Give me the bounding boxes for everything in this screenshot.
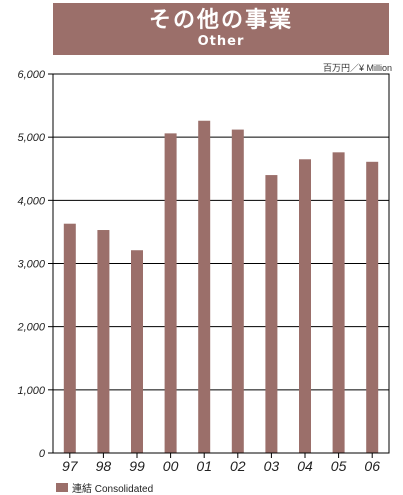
y-tick-label: 1,000 — [17, 385, 45, 397]
bar — [332, 152, 345, 453]
bar — [231, 129, 244, 453]
chart-title: その他の事業 — [148, 8, 293, 33]
bar — [299, 159, 311, 453]
x-tick-label: 02 — [230, 458, 246, 474]
y-tick-label: 5,000 — [17, 132, 45, 144]
x-tick-label: 97 — [62, 458, 79, 474]
x-tick-label: 01 — [196, 458, 212, 474]
bar — [164, 133, 177, 454]
x-tick-label: 04 — [297, 458, 313, 474]
bar — [131, 250, 143, 453]
x-tick-label: 05 — [331, 458, 347, 474]
x-tick-label: 99 — [129, 458, 145, 474]
x-tick-label: 06 — [364, 458, 380, 474]
legend: 連結 Consolidated — [56, 480, 153, 495]
unit-label: 百万円／¥ Million — [322, 63, 392, 73]
y-tick-label: 6,000 — [17, 69, 45, 81]
chart-subtitle: Other — [197, 34, 245, 49]
legend-swatch — [56, 483, 68, 492]
x-tick-label: 98 — [96, 458, 112, 474]
bar — [63, 223, 76, 453]
y-tick-label: 4,000 — [17, 195, 45, 207]
x-tick-label: 00 — [163, 458, 179, 474]
y-tick-label: 2,000 — [16, 322, 45, 334]
title-banner: その他の事業 Other — [53, 3, 389, 55]
bar — [198, 120, 211, 453]
bar — [97, 230, 110, 453]
y-tick-label: 0 — [39, 448, 46, 460]
x-tick-label: 03 — [264, 458, 280, 474]
legend-label: 連結 Consolidated — [72, 484, 154, 495]
y-tick-label: 3,000 — [17, 259, 45, 271]
bar — [366, 161, 379, 453]
bar — [265, 175, 278, 454]
plot-frame — [52, 73, 390, 454]
